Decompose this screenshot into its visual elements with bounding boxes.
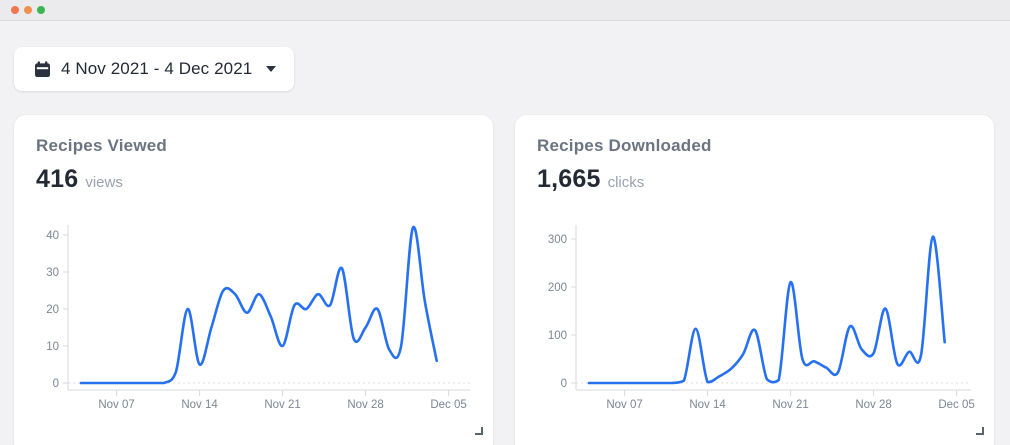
svg-text:300: 300 — [548, 234, 567, 246]
svg-text:Nov 07: Nov 07 — [606, 399, 642, 411]
stat-unit: views — [85, 174, 123, 191]
svg-text:Nov 21: Nov 21 — [772, 399, 808, 411]
stat-value: 1,665 — [537, 165, 601, 193]
date-range-label: 4 Nov 2021 - 4 Dec 2021 — [61, 59, 253, 78]
svg-text:Nov 28: Nov 28 — [347, 399, 383, 411]
svg-text:100: 100 — [548, 330, 567, 342]
recipes-downloaded-card: Recipes Downloaded 1,665 clicks 0 100 200 3… — [515, 115, 994, 445]
svg-text:Nov 14: Nov 14 — [689, 399, 726, 411]
stat-row: 1,665 clicks — [537, 165, 644, 194]
resize-handle-icon[interactable] — [474, 426, 483, 435]
svg-text:0: 0 — [561, 378, 567, 390]
window-control-dot-1[interactable] — [11, 6, 19, 14]
stat-row: 416 views — [36, 165, 123, 194]
recipes-viewed-card: Recipes Viewed 416 views 0 10 20 30 40 Nov 07… — [14, 115, 493, 445]
chevron-down-icon — [266, 66, 277, 72]
window-control-dot-3[interactable] — [37, 6, 45, 14]
window-control-dot-2[interactable] — [24, 6, 32, 14]
window-titlebar — [0, 0, 1010, 21]
svg-text:0: 0 — [53, 378, 59, 390]
card-title: Recipes Viewed — [36, 136, 167, 155]
svg-text:30: 30 — [46, 267, 59, 279]
svg-text:Nov 28: Nov 28 — [855, 399, 891, 411]
svg-text:Dec 05: Dec 05 — [938, 399, 974, 411]
svg-text:Nov 07: Nov 07 — [98, 399, 134, 411]
svg-text:20: 20 — [46, 304, 59, 316]
calendar-icon — [34, 60, 51, 78]
recipes-viewed-line-chart: 0 10 20 30 40 Nov 07 Nov 14 Nov 21 Nov 28 Dec 05 — [46, 225, 470, 411]
stat-value: 416 — [36, 165, 79, 193]
svg-text:Dec 05: Dec 05 — [430, 399, 466, 411]
svg-text:Nov 14: Nov 14 — [181, 399, 218, 411]
card-title: Recipes Downloaded — [537, 136, 712, 155]
svg-text:40: 40 — [46, 230, 59, 242]
stat-unit: clicks — [607, 174, 645, 191]
date-range-selector[interactable]: 4 Nov 2021 - 4 Dec 2021 — [14, 47, 295, 91]
svg-text:200: 200 — [548, 282, 567, 294]
svg-text:10: 10 — [46, 341, 59, 353]
recipes-downloaded-line-chart: 0 100 200 300 Nov 07 Nov 14 Nov 21 Nov 28 Dec 05 — [548, 225, 975, 411]
svg-text:Nov 21: Nov 21 — [264, 399, 300, 411]
resize-handle-icon[interactable] — [975, 426, 984, 435]
